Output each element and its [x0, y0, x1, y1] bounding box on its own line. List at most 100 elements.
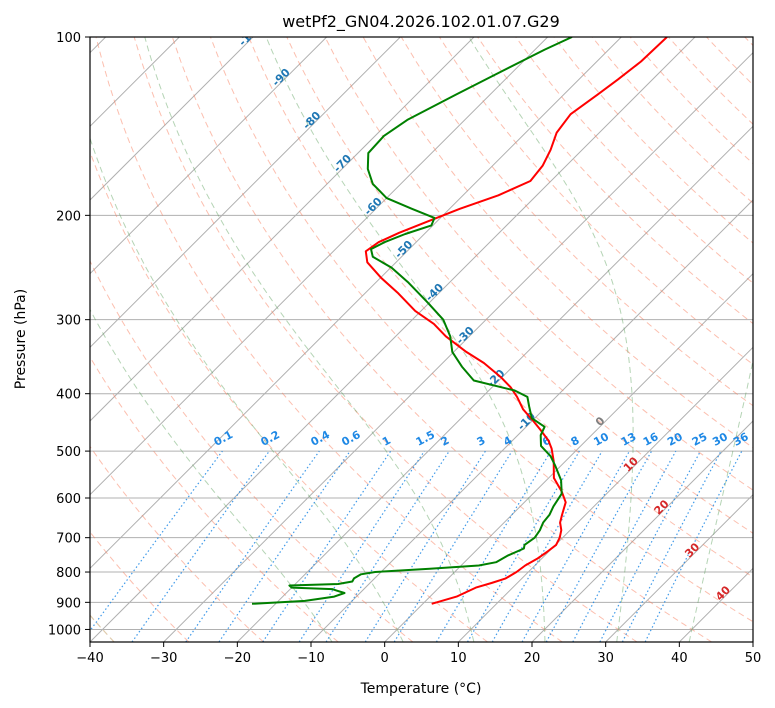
- isotherm-line: [384, 272, 753, 642]
- isotherm-line: [90, 37, 401, 349]
- x-tick-label: 50: [745, 651, 762, 666]
- chart-title: wetPf2_GN04.2026.102.01.07.G29: [282, 12, 560, 32]
- isotherm-line: [90, 37, 475, 422]
- dry-adiabat-line: [515, 37, 753, 284]
- x-tick-label: −40: [76, 651, 103, 666]
- mixing-ratio-line: [599, 450, 702, 642]
- mixing-ratio-label: 2: [439, 434, 452, 449]
- x-tick-label: 30: [597, 651, 614, 666]
- isotherm-line: [457, 346, 753, 642]
- mixing-ratio-line: [364, 450, 486, 642]
- grid-layer: [90, 37, 753, 630]
- dry-adiabat-line: [171, 37, 712, 642]
- moist-adiabat-line: [144, 37, 475, 642]
- line-labels: 0.1 0.2 0.4 0.6 1 1.5 2 3 4 6 8 10 13 16 20 25 30 36-100-…: [212, 20, 751, 603]
- mixing-ratio-line: [572, 450, 677, 642]
- mixing-ratio-line: [298, 450, 425, 642]
- dry-adiabat-line: [248, 37, 753, 578]
- mixing-ratio-line: [435, 450, 552, 642]
- isotherm-line: [163, 51, 753, 642]
- isotherm-line: [90, 37, 696, 642]
- dry-adiabat-line: [706, 37, 753, 86]
- mixing-ratio-label: 0.1: [212, 428, 235, 449]
- mixing-ratio-label: 36: [731, 430, 751, 449]
- temperature-trace: [364, 37, 668, 605]
- mixing-ratio-line: [185, 450, 320, 642]
- isotherm-line: [90, 37, 254, 201]
- mixing-ratio-label: 10: [591, 430, 611, 449]
- isotherm-label: 10: [621, 454, 641, 474]
- dry-adiabat-line: [324, 37, 753, 491]
- moist-adiabat-line: [90, 136, 404, 642]
- x-tick-label: 40: [671, 651, 688, 666]
- dry-adiabat-line: [90, 259, 414, 642]
- profile-traces: [251, 37, 668, 605]
- moist-adiabat-line: [468, 37, 634, 642]
- mixing-ratio-label: 20: [665, 430, 685, 449]
- isotherm-line: [605, 493, 753, 642]
- isotherm-label: 40: [713, 583, 733, 603]
- mixing-ratio-line: [131, 450, 270, 642]
- y-tick-label: 600: [56, 492, 81, 507]
- y-tick-label: 200: [56, 209, 81, 224]
- isotherm-line: [310, 199, 753, 642]
- dry-adiabat-line: [744, 37, 753, 47]
- dry-adiabat-line: [553, 37, 753, 244]
- isotherm-line: [531, 420, 753, 642]
- plot-frame: [89, 36, 754, 643]
- isotherm-line: [236, 125, 753, 642]
- mixing-ratio-line: [262, 450, 392, 642]
- isotherm-line: [90, 37, 622, 570]
- dry-adiabat-line: [133, 37, 638, 642]
- mixing-ratio-line: [521, 450, 631, 642]
- isotherm-label: -80: [300, 109, 323, 132]
- dewpoint-trace: [251, 37, 573, 605]
- x-tick-label: 0: [381, 651, 389, 666]
- y-tick-label: 500: [56, 445, 81, 460]
- mixing-ratio-label: 16: [641, 430, 661, 449]
- y-tick-label: 900: [56, 596, 81, 611]
- mixing-ratio-label: 0.2: [259, 428, 282, 449]
- dry-adiabats: [90, 37, 753, 642]
- moist-adiabat-line: [90, 308, 333, 642]
- x-tick-label: −30: [150, 651, 177, 666]
- mixing-ratio-label: 0.4: [309, 428, 333, 449]
- y-axis-label: Pressure (hPa): [13, 289, 29, 389]
- isotherm-label: 30: [682, 540, 702, 560]
- mixing-ratio-line: [644, 450, 743, 642]
- isotherm-label: -100: [236, 20, 265, 49]
- mixing-ratio-label: 3: [475, 434, 488, 449]
- y-tick-label: 1000: [48, 623, 81, 638]
- y-tick-label: 400: [56, 388, 81, 403]
- x-axis-label: Temperature (°C): [360, 681, 482, 697]
- axes: −40 −30 −20 −10 0 10 20 30 40 50 100 200 300 400 500 60…: [48, 31, 761, 666]
- moist-adiabats: [90, 37, 753, 642]
- y-tick-label: 100: [56, 31, 81, 46]
- y-tick-label: 300: [56, 314, 81, 329]
- mixing-ratio-lines: [90, 450, 743, 642]
- mixing-ratio-line: [218, 450, 351, 642]
- x-tick-label: −20: [224, 651, 251, 666]
- mixing-ratio-line: [325, 450, 450, 642]
- x-tick-label: 10: [450, 651, 467, 666]
- isotherm-lines: [90, 37, 753, 642]
- mixing-ratio-line: [393, 450, 513, 642]
- dry-adiabat-line: [286, 37, 753, 534]
- isotherm-label: 20: [652, 497, 672, 517]
- isotherm-line: [752, 641, 753, 642]
- dry-adiabat-line: [90, 150, 488, 642]
- x-tick-label: 20: [524, 651, 541, 666]
- isotherm-label: -90: [270, 66, 293, 89]
- mixing-ratio-label: 13: [619, 430, 639, 449]
- isotherm-label: -70: [331, 152, 354, 175]
- mixing-ratio-line: [545, 450, 653, 642]
- dry-adiabat-line: [90, 356, 339, 642]
- y-tick-label: 700: [56, 532, 81, 547]
- moist-adiabat-line: [688, 358, 753, 642]
- x-tick-label: −10: [297, 651, 324, 666]
- isotherm-line: [90, 37, 549, 496]
- mixing-ratio-label: 30: [710, 430, 730, 449]
- dry-adiabat-line: [90, 445, 264, 642]
- isotherm-line: [90, 37, 328, 275]
